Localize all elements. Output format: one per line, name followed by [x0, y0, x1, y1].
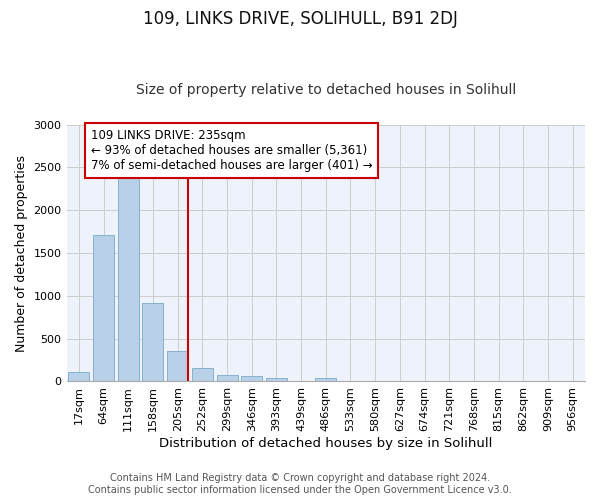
Bar: [241, 376, 262, 382]
Bar: [315, 378, 336, 382]
Bar: [118, 177, 139, 382]
Bar: [266, 378, 287, 382]
Bar: [167, 352, 188, 382]
Bar: [93, 235, 114, 382]
Bar: [217, 374, 238, 382]
Bar: [142, 302, 163, 382]
X-axis label: Distribution of detached houses by size in Solihull: Distribution of detached houses by size …: [159, 437, 493, 450]
Bar: [192, 368, 213, 382]
Text: 109 LINKS DRIVE: 235sqm
← 93% of detached houses are smaller (5,361)
7% of semi-: 109 LINKS DRIVE: 235sqm ← 93% of detache…: [91, 129, 373, 172]
Title: Size of property relative to detached houses in Solihull: Size of property relative to detached ho…: [136, 83, 516, 97]
Text: Contains HM Land Registry data © Crown copyright and database right 2024.
Contai: Contains HM Land Registry data © Crown c…: [88, 474, 512, 495]
Bar: [68, 372, 89, 382]
Y-axis label: Number of detached properties: Number of detached properties: [15, 154, 28, 352]
Text: 109, LINKS DRIVE, SOLIHULL, B91 2DJ: 109, LINKS DRIVE, SOLIHULL, B91 2DJ: [143, 10, 457, 28]
